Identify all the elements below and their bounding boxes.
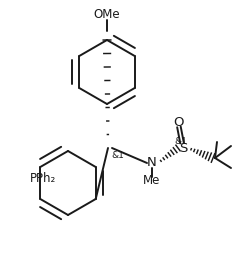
Text: N: N [147, 157, 157, 169]
Text: &1: &1 [111, 151, 124, 160]
Text: PPh₂: PPh₂ [30, 172, 56, 185]
Text: S: S [179, 141, 187, 155]
Text: OMe: OMe [94, 8, 120, 21]
Text: &1: &1 [174, 138, 187, 146]
Text: Me: Me [143, 175, 161, 187]
Text: O: O [173, 116, 183, 128]
